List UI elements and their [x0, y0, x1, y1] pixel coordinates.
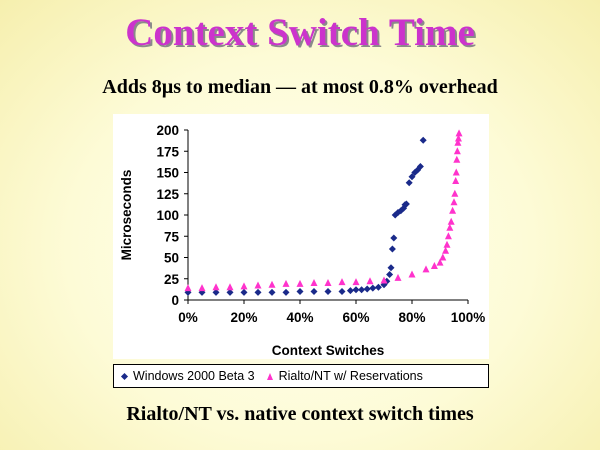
- chart-legend: Windows 2000 Beta 3 Rialto/NT w/ Reserva…: [113, 364, 489, 388]
- data-point-triangle: [442, 246, 450, 254]
- data-point-triangle: [451, 189, 459, 197]
- y-tick-label: 0: [171, 293, 179, 308]
- data-point-triangle: [254, 281, 262, 289]
- y-tick-label: 150: [156, 166, 179, 181]
- x-tick-label: 0%: [178, 310, 198, 325]
- slide-title: Context Switch Time: [125, 11, 475, 54]
- x-tick-label: 20%: [230, 310, 257, 325]
- data-point-triangle: [394, 273, 402, 281]
- legend-label-windows: Windows 2000 Beta 3: [133, 369, 255, 383]
- data-point-triangle: [444, 232, 452, 240]
- data-point-diamond: [408, 173, 416, 181]
- slide-caption: Rialto/NT vs. native context switch time…: [126, 403, 474, 425]
- series-windows: [184, 136, 427, 296]
- y-tick-label: 75: [164, 229, 180, 244]
- data-point-diamond: [405, 179, 413, 187]
- data-point-triangle: [449, 206, 457, 214]
- data-point-triangle: [184, 284, 192, 292]
- data-point-diamond: [374, 283, 382, 291]
- y-tick-label: 25: [164, 272, 180, 287]
- chart-axes: 0 25 50 75 100 125 150 175 200 0% 20% 40% 60% 80% 100%…: [119, 123, 485, 358]
- data-point-triangle: [282, 279, 290, 287]
- data-point-triangle: [352, 278, 360, 286]
- legend-label-rialto: Rialto/NT w/ Reservations: [278, 369, 423, 383]
- data-point-triangle: [310, 279, 318, 286]
- data-point-triangle: [443, 240, 451, 248]
- data-point-triangle: [446, 223, 454, 231]
- chart-marks: [184, 129, 463, 296]
- data-point-triangle: [366, 277, 374, 285]
- data-point-triangle: [198, 284, 206, 292]
- data-point-diamond: [416, 163, 424, 171]
- data-point-diamond: [310, 288, 318, 295]
- data-point-triangle: [422, 265, 430, 273]
- data-point-diamond: [254, 288, 262, 296]
- x-tick-label: 40%: [286, 310, 313, 325]
- data-point-triangle: [338, 278, 346, 286]
- slide-subtitle: Adds 8µs to median — at most 0.8% overhe…: [102, 76, 498, 98]
- data-point-triangle: [454, 138, 462, 146]
- data-point-diamond: [226, 288, 234, 296]
- data-point-triangle: [452, 177, 460, 184]
- data-point-triangle: [408, 270, 416, 278]
- y-tick-label: 100: [156, 208, 179, 223]
- data-point-triangle: [296, 279, 304, 287]
- data-point-diamond: [338, 288, 346, 295]
- data-point-diamond: [240, 288, 248, 296]
- data-point-triangle: [380, 276, 388, 284]
- data-point-diamond: [324, 288, 332, 295]
- x-tick-label: 60%: [342, 310, 369, 325]
- data-point-diamond: [386, 271, 394, 278]
- scatter-chart: 0 25 50 75 100 125 150 175 200 0% 20% 40% 60% 80% 100%…: [119, 123, 485, 358]
- data-point-triangle: [454, 134, 462, 142]
- x-tick-label: 80%: [398, 310, 425, 325]
- data-point-triangle: [453, 155, 461, 163]
- chart-area: 0 25 50 75 100 125 150 175 200 0% 20% 40% 60% 80% 100%…: [113, 114, 489, 359]
- data-point-diamond: [388, 245, 396, 253]
- data-point-diamond: [363, 285, 371, 293]
- x-axis-title: Context Switches: [272, 343, 385, 358]
- data-point-triangle: [212, 283, 220, 291]
- data-point-diamond: [296, 288, 304, 295]
- data-point-triangle: [439, 253, 447, 261]
- data-point-triangle: [268, 280, 276, 288]
- triangle-marker-icon: [266, 372, 273, 380]
- y-tick-label: 125: [156, 187, 179, 202]
- diamond-marker-icon: [120, 372, 129, 380]
- data-point-diamond: [346, 287, 354, 295]
- data-point-triangle: [447, 217, 455, 225]
- data-point-triangle: [453, 147, 461, 155]
- data-point-diamond: [414, 166, 422, 174]
- data-point-triangle: [226, 283, 234, 291]
- legend-item-rialto: Rialto/NT w/ Reservations: [266, 369, 423, 383]
- data-point-triangle: [324, 279, 332, 286]
- x-tick-label: 100%: [451, 310, 486, 325]
- data-point-diamond: [212, 288, 220, 296]
- data-point-diamond: [268, 288, 276, 296]
- data-point-triangle: [430, 262, 438, 269]
- data-point-diamond: [352, 286, 360, 294]
- series-rialto: [184, 129, 463, 292]
- data-point-diamond: [358, 286, 366, 294]
- data-point-triangle: [240, 282, 248, 290]
- data-point-diamond: [419, 136, 427, 144]
- data-point-triangle: [455, 129, 463, 137]
- y-tick-label: 175: [156, 144, 179, 159]
- legend-item-windows: Windows 2000 Beta 3: [120, 369, 255, 383]
- y-tick-label: 50: [164, 251, 179, 266]
- data-point-triangle: [452, 168, 460, 176]
- data-point-diamond: [387, 264, 395, 272]
- data-point-diamond: [390, 234, 398, 242]
- data-point-triangle: [450, 198, 458, 206]
- y-axis-title: Microseconds: [119, 170, 134, 261]
- data-point-diamond: [402, 200, 410, 208]
- data-point-diamond: [282, 288, 290, 296]
- data-point-diamond: [369, 284, 377, 292]
- data-point-triangle: [436, 258, 444, 266]
- y-tick-label: 200: [156, 123, 179, 138]
